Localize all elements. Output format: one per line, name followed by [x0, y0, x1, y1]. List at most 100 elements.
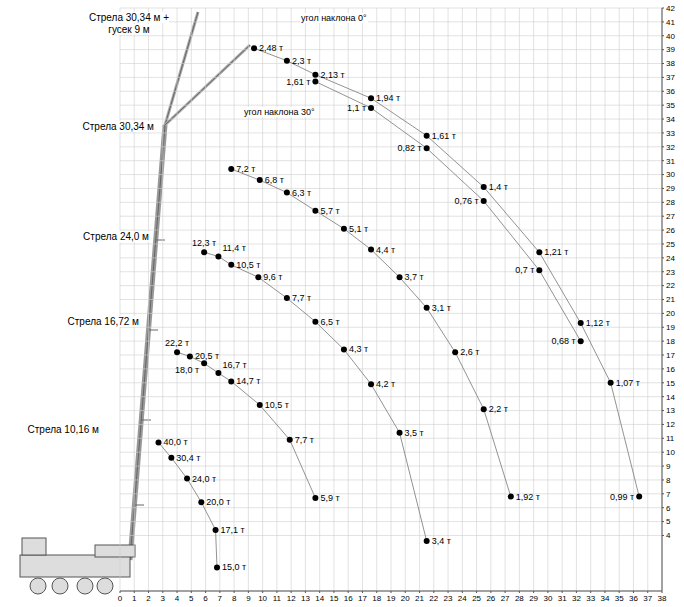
- svg-text:0: 0: [118, 594, 123, 603]
- svg-text:2,2 т: 2,2 т: [489, 404, 508, 414]
- svg-text:15,0 т: 15,0 т: [222, 562, 246, 572]
- svg-text:6,8 т: 6,8 т: [265, 175, 284, 185]
- svg-text:27: 27: [666, 212, 675, 221]
- svg-text:16: 16: [344, 594, 353, 603]
- svg-text:36: 36: [629, 594, 638, 603]
- svg-text:1,07 т: 1,07 т: [616, 378, 640, 388]
- svg-text:4: 4: [666, 531, 671, 540]
- svg-text:6,5 т: 6,5 т: [320, 317, 339, 327]
- svg-text:0,82 т: 0,82 т: [398, 143, 422, 153]
- svg-text:25: 25: [472, 594, 481, 603]
- svg-text:2,13 т: 2,13 т: [320, 70, 344, 80]
- svg-text:7,2 т: 7,2 т: [236, 164, 255, 174]
- svg-text:36: 36: [666, 87, 675, 96]
- svg-text:7: 7: [666, 490, 671, 499]
- svg-text:0,76 т: 0,76 т: [455, 196, 479, 206]
- svg-text:2,6 т: 2,6 т: [460, 347, 479, 357]
- svg-text:13: 13: [301, 594, 310, 603]
- svg-text:1,12 т: 1,12 т: [586, 318, 610, 328]
- svg-text:19: 19: [666, 323, 675, 332]
- svg-text:9,6 т: 9,6 т: [263, 272, 282, 282]
- svg-text:0,7 т: 0,7 т: [515, 265, 534, 275]
- svg-text:35: 35: [666, 101, 675, 110]
- svg-text:4,3 т: 4,3 т: [349, 344, 368, 354]
- svg-text:34: 34: [600, 594, 609, 603]
- svg-text:23: 23: [666, 268, 675, 277]
- svg-text:3,5 т: 3,5 т: [405, 428, 424, 438]
- svg-text:2,48 т: 2,48 т: [259, 43, 283, 53]
- svg-text:31: 31: [558, 594, 567, 603]
- svg-text:15: 15: [329, 594, 338, 603]
- svg-text:20: 20: [666, 309, 675, 318]
- svg-text:38: 38: [658, 594, 667, 603]
- svg-text:1,21 т: 1,21 т: [544, 247, 568, 257]
- svg-text:11: 11: [273, 594, 282, 603]
- svg-text:2: 2: [146, 594, 151, 603]
- svg-text:5,9 т: 5,9 т: [320, 493, 339, 503]
- svg-text:42: 42: [666, 4, 675, 13]
- svg-text:3: 3: [161, 594, 166, 603]
- svg-text:13: 13: [666, 406, 675, 415]
- svg-text:4,4 т: 4,4 т: [376, 245, 395, 255]
- svg-text:6: 6: [666, 504, 671, 513]
- svg-text:10: 10: [258, 594, 267, 603]
- svg-text:29: 29: [666, 184, 675, 193]
- svg-text:7,7 т: 7,7 т: [292, 293, 311, 303]
- svg-text:1: 1: [132, 594, 137, 603]
- svg-text:24: 24: [666, 254, 675, 263]
- svg-text:14: 14: [315, 594, 324, 603]
- svg-text:30: 30: [543, 594, 552, 603]
- svg-text:20: 20: [401, 594, 410, 603]
- svg-text:1,94 т: 1,94 т: [376, 93, 400, 103]
- svg-text:25: 25: [666, 240, 675, 249]
- svg-text:23: 23: [444, 594, 453, 603]
- svg-text:26: 26: [486, 594, 495, 603]
- svg-text:18: 18: [666, 337, 675, 346]
- svg-text:7: 7: [218, 594, 223, 603]
- svg-text:39: 39: [666, 45, 675, 54]
- svg-text:1,61 т: 1,61 т: [286, 77, 310, 87]
- svg-text:21: 21: [415, 594, 424, 603]
- svg-text:20,5 т: 20,5 т: [195, 351, 219, 361]
- svg-text:1,4 т: 1,4 т: [489, 182, 508, 192]
- svg-text:38: 38: [666, 59, 675, 68]
- svg-text:4: 4: [175, 594, 180, 603]
- svg-text:28: 28: [666, 198, 675, 207]
- svg-text:26: 26: [666, 226, 675, 235]
- svg-text:8: 8: [666, 476, 671, 485]
- svg-text:4,2 т: 4,2 т: [376, 379, 395, 389]
- svg-text:7,7 т: 7,7 т: [295, 435, 314, 445]
- svg-text:9: 9: [666, 462, 671, 471]
- svg-text:30: 30: [666, 170, 675, 179]
- svg-text:41: 41: [666, 18, 675, 27]
- svg-text:11,4 т: 11,4 т: [222, 243, 245, 253]
- svg-text:16: 16: [666, 365, 675, 374]
- svg-text:33: 33: [666, 129, 675, 138]
- svg-text:11: 11: [666, 434, 675, 443]
- svg-text:29: 29: [529, 594, 538, 603]
- svg-text:37: 37: [643, 594, 652, 603]
- svg-text:21: 21: [666, 295, 675, 304]
- svg-text:3,7 т: 3,7 т: [405, 272, 424, 282]
- svg-text:5,1 т: 5,1 т: [349, 224, 368, 234]
- svg-text:20,0 т: 20,0 т: [206, 497, 230, 507]
- svg-text:24: 24: [458, 594, 467, 603]
- svg-text:18: 18: [372, 594, 381, 603]
- svg-text:34: 34: [666, 115, 675, 124]
- svg-text:6,3 т: 6,3 т: [292, 188, 311, 198]
- svg-text:8: 8: [232, 594, 237, 603]
- svg-text:17: 17: [666, 351, 675, 360]
- svg-text:40: 40: [666, 32, 675, 41]
- svg-text:40,0 т: 40,0 т: [164, 437, 188, 447]
- svg-text:35: 35: [615, 594, 624, 603]
- svg-text:14,7 т: 14,7 т: [236, 376, 260, 386]
- svg-text:12: 12: [666, 420, 675, 429]
- svg-text:5,7 т: 5,7 т: [320, 206, 339, 216]
- svg-text:17: 17: [358, 594, 367, 603]
- svg-text:6: 6: [203, 594, 208, 603]
- svg-text:27: 27: [501, 594, 510, 603]
- svg-text:9: 9: [246, 594, 251, 603]
- svg-text:5: 5: [189, 594, 194, 603]
- svg-text:24,0 т: 24,0 т: [192, 474, 216, 484]
- svg-text:12,3 т: 12,3 т: [192, 238, 216, 248]
